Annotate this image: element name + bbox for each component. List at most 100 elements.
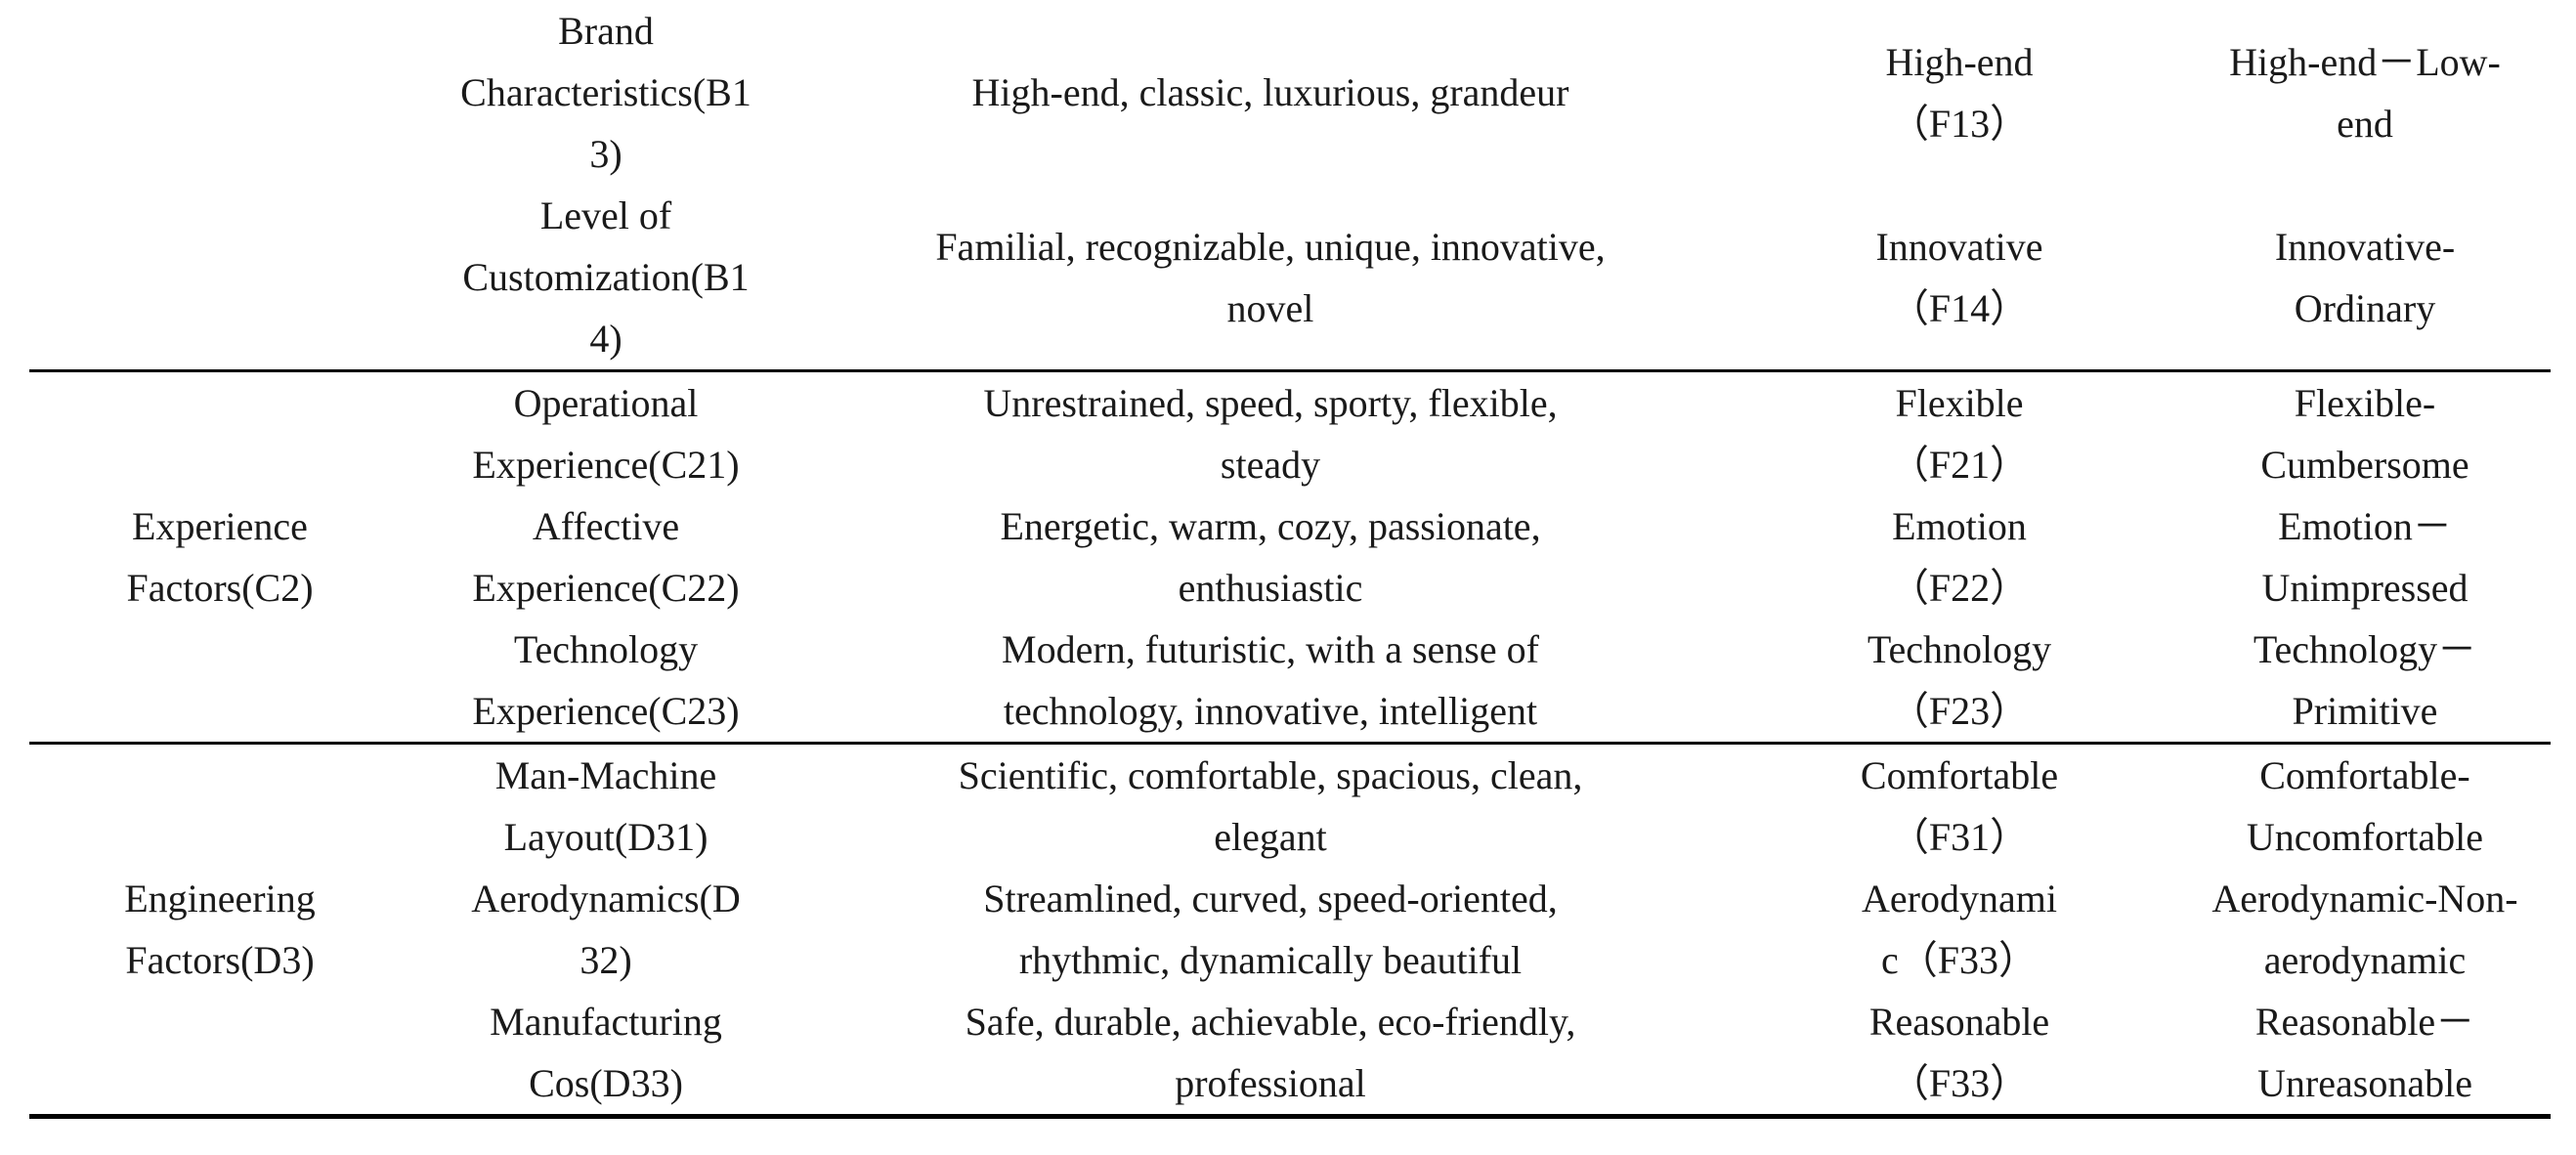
words-cell: Scientific, comfortable, spacious, clean… — [801, 745, 1739, 868]
label-line: Emotion — [1892, 504, 2027, 548]
words-line: rhythmic, dynamically beautiful — [1018, 938, 1523, 982]
table-row: Aerodynamics(D 32) Streamlined, curved, … — [410, 868, 2551, 991]
words-line: professional — [1175, 1061, 1366, 1105]
table-row: Affective Experience(C22) Energetic, war… — [410, 495, 2551, 619]
factor-line: Experience(C21) — [472, 443, 740, 487]
factor-line: Experience(C22) — [472, 566, 740, 610]
pair-cell: Aerodynamic-Non- aerodynamic — [2179, 868, 2551, 991]
pair-line: Flexible- — [2294, 381, 2436, 425]
pair-cell: Innovative- Ordinary — [2179, 185, 2551, 369]
group-rows: Operational Experience(C21) Unrestrained… — [410, 372, 2551, 742]
pair-cell: Comfortable- Uncomfortable — [2179, 745, 2551, 868]
table-row: Level of Customization(B1 4) Familial, r… — [29, 185, 2551, 369]
words-line: novel — [1226, 285, 1314, 330]
words-line: Scientific, comfortable, spacious, clean… — [958, 753, 1583, 797]
words-line: High-end, classic, luxurious, grandeur — [971, 70, 1569, 114]
words-cell: Streamlined, curved, speed-oriented, rhy… — [801, 868, 1739, 991]
factor-cell: Manufacturing Cos(D33) — [410, 991, 801, 1114]
label-line: （F13） — [1889, 101, 2030, 146]
words-cell: Safe, durable, achievable, eco-friendly,… — [801, 991, 1739, 1114]
pair-line: Aerodynamic-Non- — [2211, 877, 2518, 920]
factor-line: Manufacturing — [490, 1000, 722, 1044]
label-line: （F14） — [1889, 285, 2030, 330]
pair-cell: Emotion－ Unimpressed — [2179, 495, 2551, 619]
label-line: High-end — [1885, 39, 2034, 84]
label-line: （F31） — [1889, 815, 2030, 859]
label-cell: High-end （F13） — [1739, 0, 2179, 185]
table-row: Man-Machine Layout(D31) Scientific, comf… — [410, 745, 2551, 868]
row-divider — [29, 369, 2551, 372]
pair-cell: Technology－ Primitive — [2179, 619, 2551, 742]
table-row: Technology Experience(C23) Modern, futur… — [410, 619, 2551, 742]
factor-line: Technology — [513, 627, 699, 671]
pair-line: Emotion－ — [2278, 504, 2452, 548]
group-label-line: Factors(D3) — [125, 938, 315, 982]
group-label: Engineering Factors(D3) — [29, 745, 410, 1114]
factor-line: 4) — [589, 317, 623, 361]
words-line: Modern, futuristic, with a sense of — [1002, 627, 1539, 671]
words-line: Energetic, warm, cozy, passionate, — [1000, 504, 1541, 548]
label-line: Technology — [1867, 627, 2052, 671]
words-cell: Unrestrained, speed, sporty, flexible, s… — [801, 372, 1739, 495]
label-line: Innovative — [1875, 224, 2043, 269]
table-row: Manufacturing Cos(D33) Safe, durable, ac… — [410, 991, 2551, 1114]
table-row: Operational Experience(C21) Unrestrained… — [410, 372, 2551, 495]
pair-cell: Flexible- Cumbersome — [2179, 372, 2551, 495]
factor-cell: Man-Machine Layout(D31) — [410, 745, 801, 868]
words-cell: Modern, futuristic, with a sense of tech… — [801, 619, 1739, 742]
label-line: （F22） — [1889, 566, 2030, 610]
group-label-line: Experience — [132, 504, 308, 548]
factor-line: 32) — [580, 938, 632, 982]
group-rows: Man-Machine Layout(D31) Scientific, comf… — [410, 745, 2551, 1114]
pair-line: Comfortable- — [2259, 753, 2470, 797]
pair-line: aerodynamic — [2263, 938, 2467, 982]
label-line: （F33） — [1889, 1061, 2030, 1105]
words-line: steady — [1220, 443, 1321, 487]
pair-line: Innovative- — [2274, 224, 2456, 269]
label-cell: Technology （F23） — [1739, 619, 2179, 742]
group-label-empty — [29, 185, 410, 369]
factor-cell: Technology Experience(C23) — [410, 619, 801, 742]
group-label-line: Factors(C2) — [126, 566, 314, 610]
factor-line: Layout(D31) — [503, 815, 708, 859]
factor-cell: Affective Experience(C22) — [410, 495, 801, 619]
factor-line: Aerodynamics(D — [471, 877, 741, 920]
words-line: Streamlined, curved, speed-oriented, — [983, 877, 1558, 920]
pair-line: Cumbersome — [2260, 443, 2469, 487]
row-divider — [29, 742, 2551, 745]
words-line: technology, innovative, intelligent — [1003, 689, 1538, 733]
engineering-group: Engineering Factors(D3) Man-Machine Layo… — [29, 745, 2551, 1114]
label-line: Flexible — [1895, 381, 2024, 425]
label-cell: Innovative （F14） — [1739, 185, 2179, 369]
words-line: Safe, durable, achievable, eco-friendly, — [965, 1000, 1576, 1044]
factor-line: Man-Machine — [494, 753, 717, 797]
label-line: c（F33） — [1881, 938, 2038, 982]
factor-cell: Level of Customization(B1 4) — [410, 185, 801, 369]
factor-cell: Operational Experience(C21) — [410, 372, 801, 495]
factor-line: 3) — [589, 132, 623, 176]
label-cell: Comfortable （F31） — [1739, 745, 2179, 868]
pair-line: Technology－ — [2253, 627, 2477, 671]
label-line: Comfortable — [1860, 753, 2059, 797]
factor-line: Operational — [513, 381, 699, 425]
words-cell: High-end, classic, luxurious, grandeur — [801, 0, 1739, 185]
group-label-line: Engineering — [124, 877, 316, 920]
words-line: elegant — [1214, 815, 1327, 859]
words-cell: Familial, recognizable, unique, innovati… — [801, 185, 1739, 369]
words-line: Unrestrained, speed, sporty, flexible, — [983, 381, 1558, 425]
words-line: Familial, recognizable, unique, innovati… — [935, 224, 1606, 269]
factor-line: Cos(D33) — [529, 1061, 683, 1105]
label-line: Reasonable — [1868, 1000, 2050, 1044]
factor-line: Experience(C23) — [472, 689, 740, 733]
label-line: （F21） — [1889, 443, 2030, 487]
pair-line: Ordinary — [2294, 285, 2436, 330]
pair-line: High-end－Low- — [2229, 39, 2501, 84]
label-line: （F23） — [1889, 689, 2030, 733]
pair-line: Uncomfortable — [2246, 815, 2484, 859]
factor-cell: Brand Characteristics(B1 3) — [410, 0, 801, 185]
group-label: Experience Factors(C2) — [29, 372, 410, 742]
label-line: Aerodynami — [1862, 877, 2057, 920]
label-cell: Emotion （F22） — [1739, 495, 2179, 619]
label-cell: Aerodynami c（F33） — [1739, 868, 2179, 991]
pair-line: Unimpressed — [2261, 566, 2469, 610]
